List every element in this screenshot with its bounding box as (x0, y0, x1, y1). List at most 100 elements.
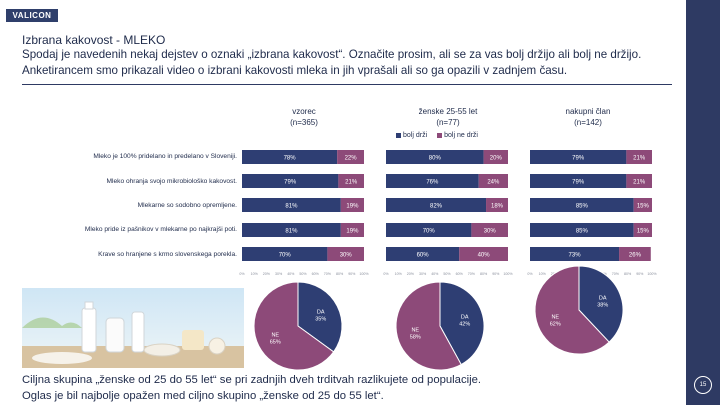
bar-bolj-ne-drzi (483, 150, 508, 164)
bar-data-label: 82% (430, 203, 443, 209)
bar-bolj-drzi (530, 150, 627, 164)
bar-data-label: 60% (417, 252, 430, 258)
pie-slice-label: NE (411, 327, 419, 333)
legend-swatch (437, 133, 443, 138)
axis-tick-label: 90% (348, 272, 356, 276)
legend-item-bolj-ne-drzi: bolj ne drži (437, 132, 478, 139)
column-header-zenske: ženske 25-55 let (n=77) (378, 106, 518, 128)
bar-bolj-ne-drzi (327, 247, 364, 261)
bar-data-label: 78% (284, 155, 297, 161)
bar-data-label: 21% (345, 179, 358, 185)
axis-tick-label: 10% (251, 272, 259, 276)
bar-bolj-drzi (386, 174, 479, 188)
bar-data-label: 22% (345, 155, 358, 161)
column-header-vzorec: vzorec (n=365) (234, 106, 374, 128)
bar-bolj-drzi (242, 247, 328, 261)
axis-tick-label: 0% (239, 272, 245, 276)
pie-slice-label: NE (551, 314, 559, 320)
pie-slice-da (439, 281, 485, 366)
bar-bolj-drzi (386, 247, 460, 261)
axis-tick-label: 0% (527, 272, 533, 276)
bar-data-label: 15% (637, 228, 650, 234)
pie-slice-value: 42% (459, 322, 470, 328)
column-label: vzorec (292, 107, 316, 116)
bar-bolj-drzi (386, 198, 487, 212)
axis-tick-label: 100% (359, 272, 369, 276)
bar-bolj-drzi (386, 150, 484, 164)
pie-slice-label: DA (599, 296, 607, 302)
column-n: (n=142) (574, 118, 602, 127)
column-label: nakupni član (565, 107, 611, 116)
axis-tick-label: 30% (275, 272, 283, 276)
column-n: (n=77) (436, 118, 460, 127)
bar-bolj-ne-drzi (340, 198, 364, 212)
legend-label: bolj ne drži (444, 132, 478, 139)
bar-bolj-ne-drzi (633, 223, 652, 237)
pie-slice-ne (395, 281, 462, 371)
bar-data-label: 21% (633, 179, 646, 185)
statement-label: Mlekarne so sodobno opremljene. (137, 202, 237, 209)
bar-bolj-ne-drzi (633, 198, 652, 212)
page-number: 15 (694, 376, 712, 394)
bar-data-label: 19% (346, 203, 359, 209)
axis-tick-label: 80% (624, 272, 632, 276)
axis-tick-label: 60% (456, 272, 464, 276)
pie-slice-value: 58% (410, 334, 421, 340)
bar-bolj-ne-drzi (626, 150, 652, 164)
bar-data-label: 40% (478, 252, 491, 258)
axis-tick-label: 50% (443, 272, 451, 276)
bar-data-label: 81% (285, 203, 298, 209)
bar-bolj-ne-drzi (459, 247, 508, 261)
axis-tick-label: 40% (287, 272, 295, 276)
axis-tick-label: 100% (503, 272, 513, 276)
valicon-logo: VALICON (6, 9, 58, 22)
bar-data-label: 30% (340, 252, 353, 258)
column-n: (n=365) (290, 118, 318, 127)
axis-tick-label: 90% (636, 272, 644, 276)
pie-slice-value: 62% (550, 321, 561, 327)
pie-slice-label: DA (461, 315, 469, 321)
right-sidebar (686, 0, 720, 405)
bar-bolj-ne-drzi (626, 174, 652, 188)
bar-bolj-drzi (530, 198, 634, 212)
pie-slice-label: NE (271, 333, 279, 339)
legend-label: bolj drži (403, 132, 428, 139)
bar-data-label: 24% (487, 179, 500, 185)
bar-bolj-drzi (530, 247, 620, 261)
bottom-line-2: Oglas je bil najbolje opažen med ciljno … (22, 390, 384, 402)
milk-products-photo (22, 288, 244, 368)
axis-tick-label: 0% (383, 272, 389, 276)
bar-bolj-drzi (530, 223, 634, 237)
bar-bolj-ne-drzi (478, 174, 508, 188)
bar-bolj-ne-drzi (338, 174, 364, 188)
bar-bolj-drzi (242, 198, 341, 212)
pie-slice-ne (534, 265, 610, 355)
title-divider (22, 84, 672, 85)
axis-tick-label: 40% (431, 272, 439, 276)
chart-legend: bolj drži bolj ne drži (396, 132, 478, 139)
slide-title: Izbrana kakovost - MLEKO (22, 33, 166, 47)
axis-tick-label: 20% (263, 272, 271, 276)
bar-data-label: 70% (279, 252, 292, 258)
axis-tick-label: 50% (299, 272, 307, 276)
bar-data-label: 73% (569, 252, 582, 258)
bar-data-label: 15% (637, 203, 650, 209)
pie-slice-value: 65% (270, 340, 281, 346)
pie-slice-da (297, 281, 343, 353)
bar-data-label: 26% (629, 252, 642, 258)
bar-data-label: 81% (285, 228, 298, 234)
axis-tick-label: 20% (407, 272, 415, 276)
legend-item-bolj-drzi: bolj drži (396, 132, 427, 139)
axis-tick-label: 60% (312, 272, 320, 276)
column-label: ženske 25-55 let (418, 107, 478, 116)
bar-bolj-ne-drzi (337, 150, 364, 164)
pie-slice-da (578, 265, 624, 343)
axis-tick-label: 80% (336, 272, 344, 276)
bar-data-label: 85% (576, 228, 589, 234)
statement-label: Mleko pride iz pašnikov v mlekarne po na… (84, 226, 237, 233)
bar-bolj-drzi (386, 223, 472, 237)
bar-bolj-drzi (530, 174, 627, 188)
bar-data-label: 19% (346, 228, 359, 234)
statement-label: Krave so hranjene s krmo slovenskega por… (98, 251, 237, 258)
